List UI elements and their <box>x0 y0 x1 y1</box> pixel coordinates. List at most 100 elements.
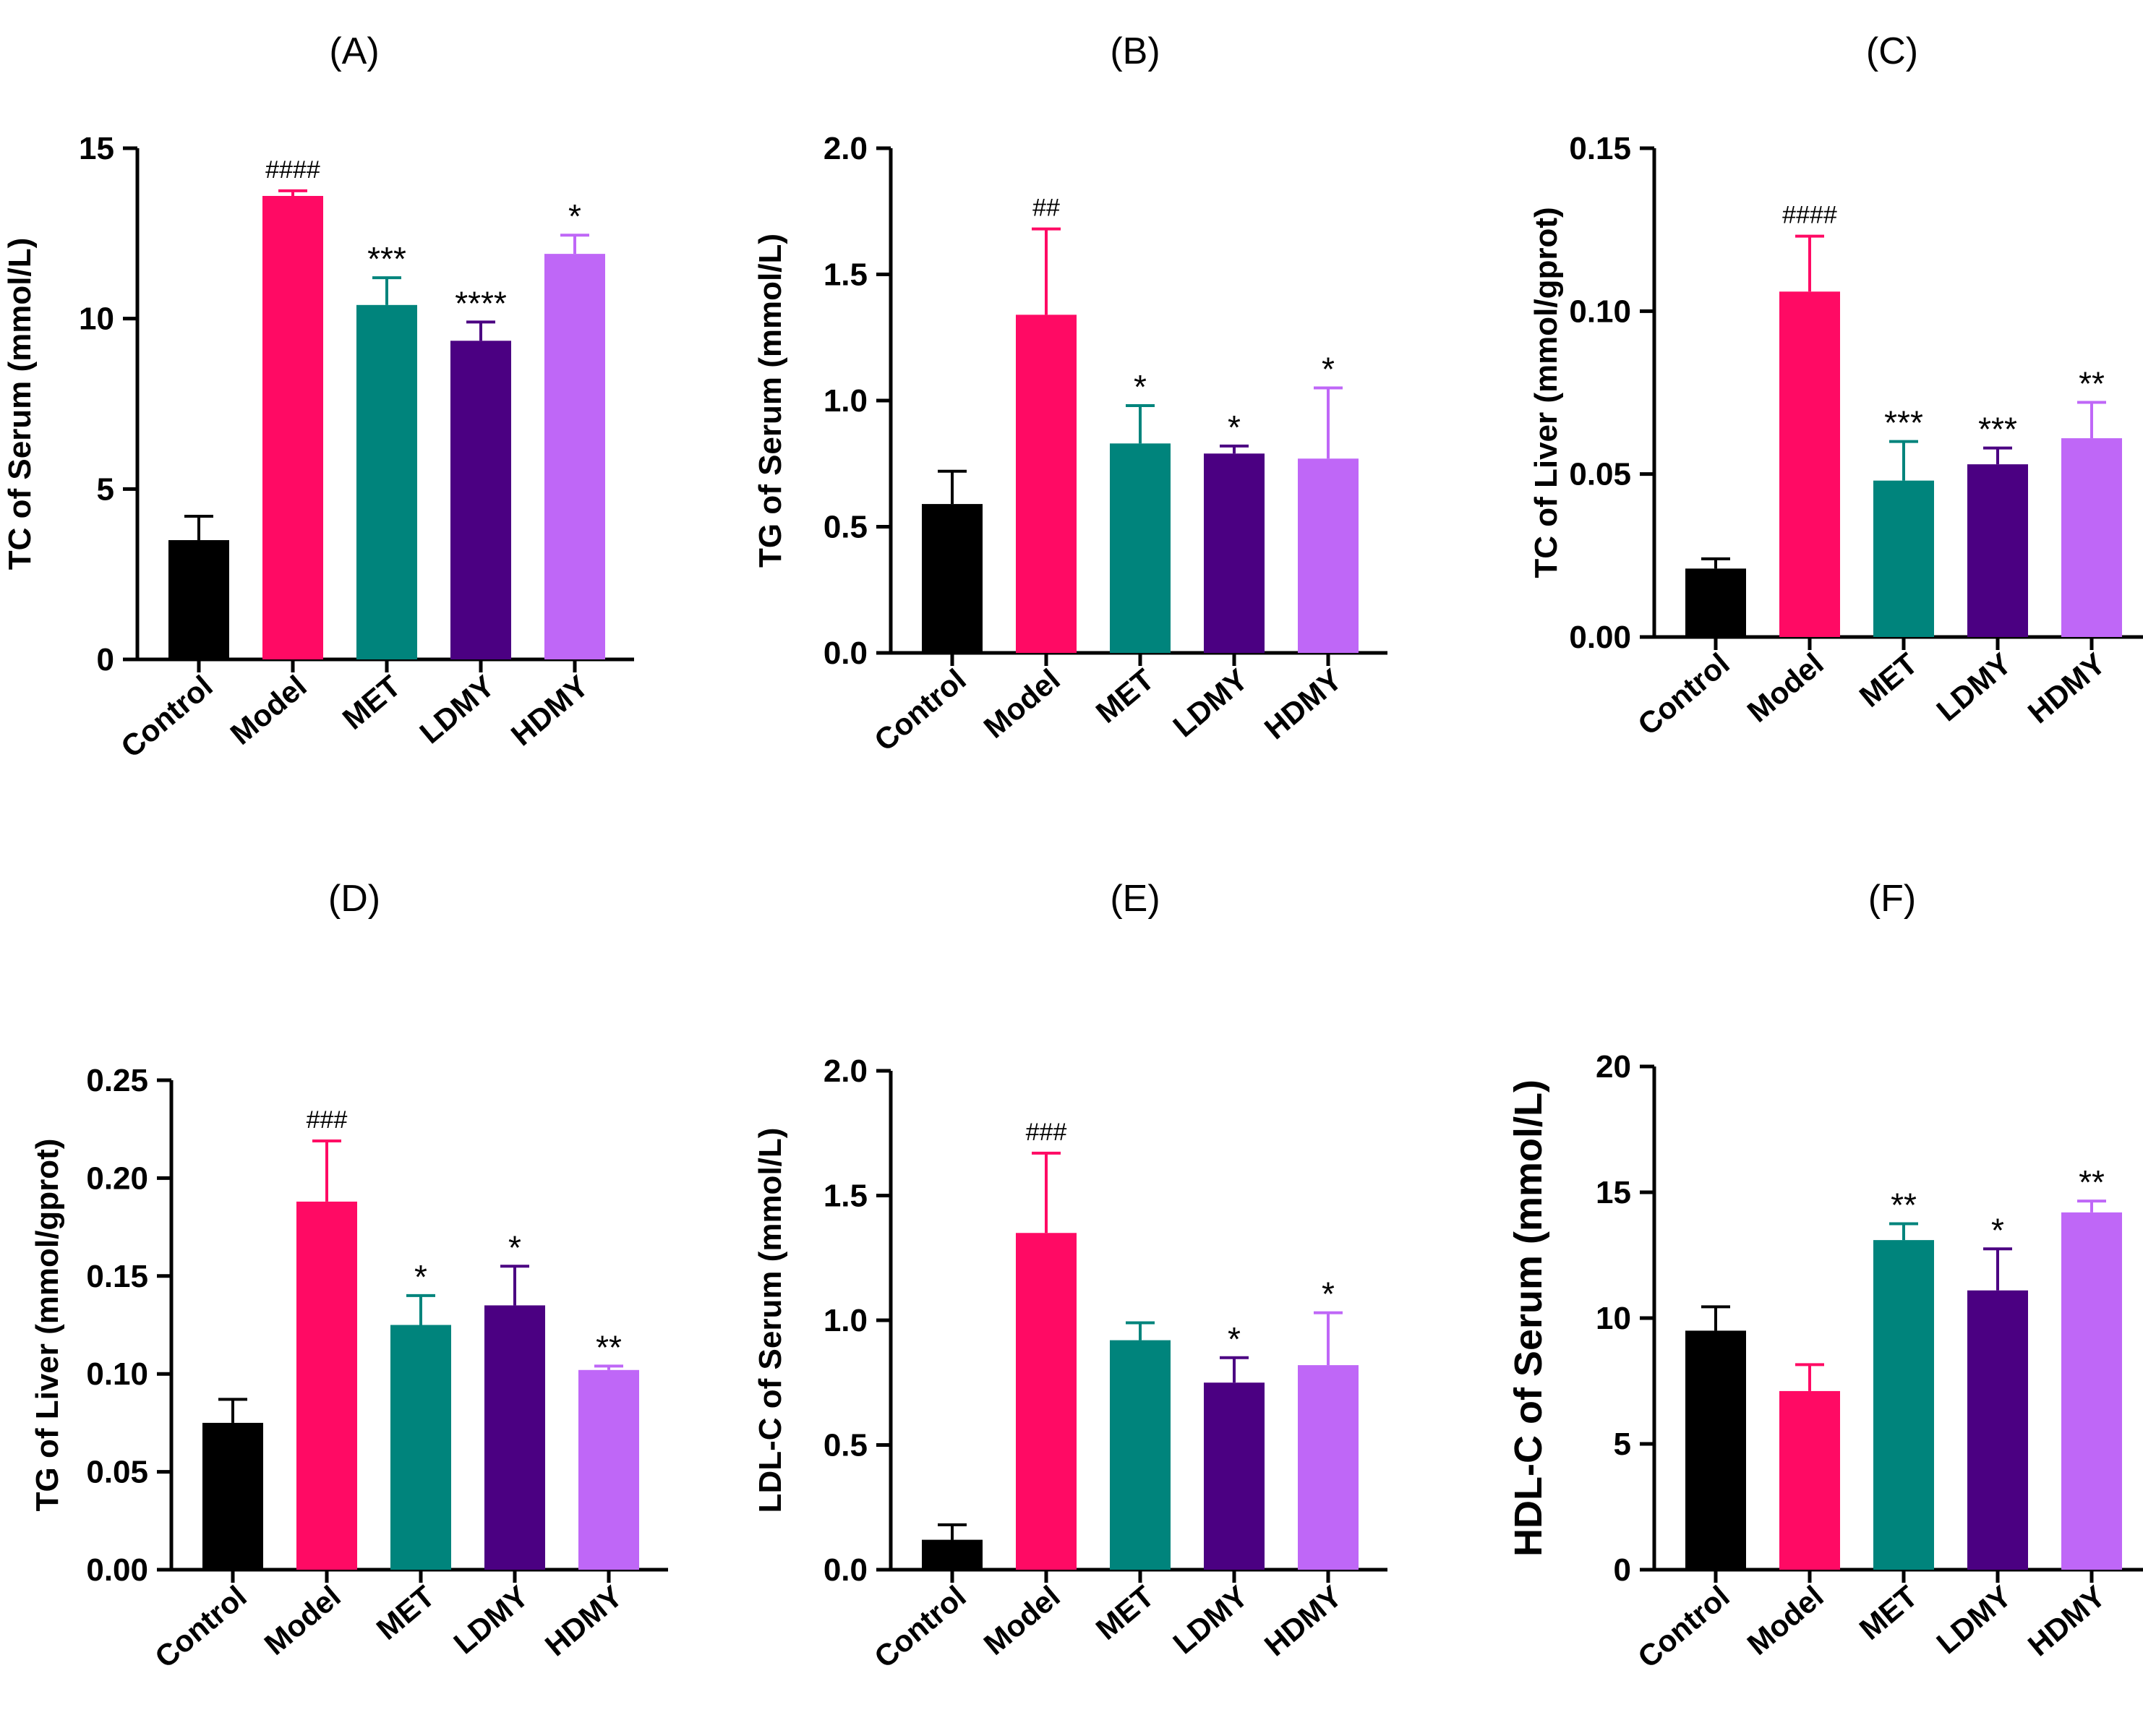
significance-label: #### <box>1782 202 1837 229</box>
bar-ldmy <box>1204 453 1265 653</box>
y-axis-label: TG of Serum (mmol/L) <box>753 234 788 568</box>
chart-panel-f: (F) 0 5 10 15 20 HDL-C of Serum (mmol/L) Contro… <box>1507 878 2143 1675</box>
bar-hdmy <box>2061 1212 2122 1570</box>
bar-hdmy <box>1298 458 1359 653</box>
x-tick-label: Control <box>148 1579 253 1675</box>
y-tick-label: 1.5 <box>824 257 868 293</box>
bar-control <box>1685 1330 1746 1570</box>
bar-hdmy <box>1298 1365 1359 1570</box>
y-tick-label: 15 <box>79 131 114 166</box>
x-tick-label: MET <box>1853 646 1924 714</box>
bar-hdmy <box>578 1369 639 1570</box>
x-tick-label: LDMY <box>1930 1579 2017 1660</box>
x-tick-label: Control <box>114 669 219 764</box>
significance-label: *** <box>1978 411 2017 448</box>
significance-label: ### <box>1026 1119 1067 1146</box>
y-tick-label: 0.0 <box>824 636 868 671</box>
bar-model <box>262 195 323 659</box>
chart-panel-e: (E) 0.0 0.5 1.0 1.5 2.0 LDL-C of Serum (mmol/L… <box>753 878 1387 1675</box>
bar-met <box>390 1325 451 1570</box>
significance-label: ** <box>2079 1163 2105 1201</box>
y-tick-label: 0 <box>1614 1552 1631 1588</box>
x-tick-label: LDMY <box>1930 646 2017 727</box>
panel-title: (B) <box>1110 30 1160 72</box>
bar-model <box>1016 315 1077 653</box>
y-tick-label: 20 <box>1596 1049 1631 1085</box>
x-tick-label: LDMY <box>447 1579 534 1660</box>
bar-model <box>1779 291 1840 637</box>
x-tick-label: MET <box>1853 1579 1924 1646</box>
x-tick-label: MET <box>1090 1579 1160 1646</box>
x-tick-label: Model <box>978 662 1066 745</box>
panel-title: (E) <box>1110 878 1160 920</box>
y-tick-label: 0.20 <box>86 1160 148 1196</box>
x-tick-label: Control <box>1631 1579 1736 1675</box>
bar-met <box>1110 443 1171 653</box>
x-tick-label: Control <box>868 662 972 758</box>
significance-label: ** <box>1891 1186 1917 1224</box>
significance-label: *** <box>1884 404 1923 442</box>
bar-control <box>922 1539 983 1570</box>
x-tick-label: HDMY <box>539 1579 629 1662</box>
y-tick-label: 0.25 <box>86 1063 148 1098</box>
y-tick-label: 10 <box>79 302 114 337</box>
y-tick-label: 5 <box>97 471 114 507</box>
bar-met <box>1873 480 1934 637</box>
y-tick-label: 10 <box>1596 1301 1631 1336</box>
x-tick-label: Control <box>868 1579 972 1675</box>
significance-label: * <box>414 1258 427 1296</box>
bar-ldmy <box>484 1305 545 1570</box>
chart-panel-a: (A) 0 5 10 15 TC of Serum (mmol/L) Control ####… <box>2 30 634 764</box>
y-axis-label: TG of Liver (mmol/gprot) <box>30 1139 65 1512</box>
y-tick-label: 1.0 <box>824 383 868 419</box>
y-tick-label: 0.00 <box>1569 620 1631 655</box>
y-tick-label: 5 <box>1614 1427 1631 1462</box>
y-tick-label: 0.05 <box>86 1455 148 1490</box>
panel-title: (D) <box>328 878 380 920</box>
bar-control <box>1685 568 1746 637</box>
x-tick-label: LDMY <box>1166 662 1254 743</box>
x-tick-label: HDMY <box>2022 1579 2112 1662</box>
y-tick-label: 0 <box>97 642 114 677</box>
y-tick-label: 0.10 <box>1569 294 1631 329</box>
bar-ldmy <box>1967 1290 2028 1570</box>
x-tick-label: Model <box>978 1579 1066 1662</box>
y-tick-label: 15 <box>1596 1175 1631 1210</box>
x-tick-label: Model <box>224 669 313 751</box>
bar-met <box>1110 1340 1171 1570</box>
y-tick-label: 0.15 <box>1569 131 1631 166</box>
significance-label: * <box>568 197 581 235</box>
y-axis-label: TC of Serum (mmol/L) <box>2 238 38 570</box>
bar-model <box>296 1201 357 1570</box>
bar-ldmy <box>1204 1382 1265 1570</box>
bar-model <box>1016 1233 1077 1570</box>
significance-label: * <box>1991 1211 2004 1249</box>
bar-control <box>168 540 229 659</box>
y-axis-label: LDL-C of Serum (mmol/L) <box>753 1128 788 1513</box>
y-tick-label: 2.0 <box>824 1053 868 1089</box>
x-tick-label: HDMY <box>2022 646 2112 730</box>
bar-control <box>202 1422 263 1570</box>
significance-label: * <box>1228 409 1241 446</box>
x-tick-label: HDMY <box>505 669 595 752</box>
y-tick-label: 0.15 <box>86 1259 148 1294</box>
panel-title: (A) <box>329 30 379 72</box>
significance-label: ## <box>1032 194 1060 222</box>
x-tick-label: LDMY <box>413 669 500 750</box>
x-tick-label: Model <box>1741 1579 1830 1662</box>
bar-met <box>356 304 417 659</box>
x-tick-label: Control <box>1631 646 1736 742</box>
panel-title: (F) <box>1868 878 1916 920</box>
x-tick-label: HDMY <box>1258 662 1348 745</box>
x-tick-label: Model <box>258 1579 347 1662</box>
x-tick-label: MET <box>1090 662 1160 730</box>
y-tick-label: 0.5 <box>824 510 868 545</box>
bar-hdmy <box>544 254 605 659</box>
bar-ldmy <box>450 341 511 659</box>
x-tick-label: MET <box>370 1579 441 1646</box>
significance-label: * <box>1228 1320 1241 1358</box>
y-tick-label: 0.0 <box>824 1552 868 1588</box>
panel-title: (C) <box>1866 30 1918 72</box>
significance-label: *** <box>367 240 406 278</box>
bar-met <box>1873 1240 1934 1570</box>
